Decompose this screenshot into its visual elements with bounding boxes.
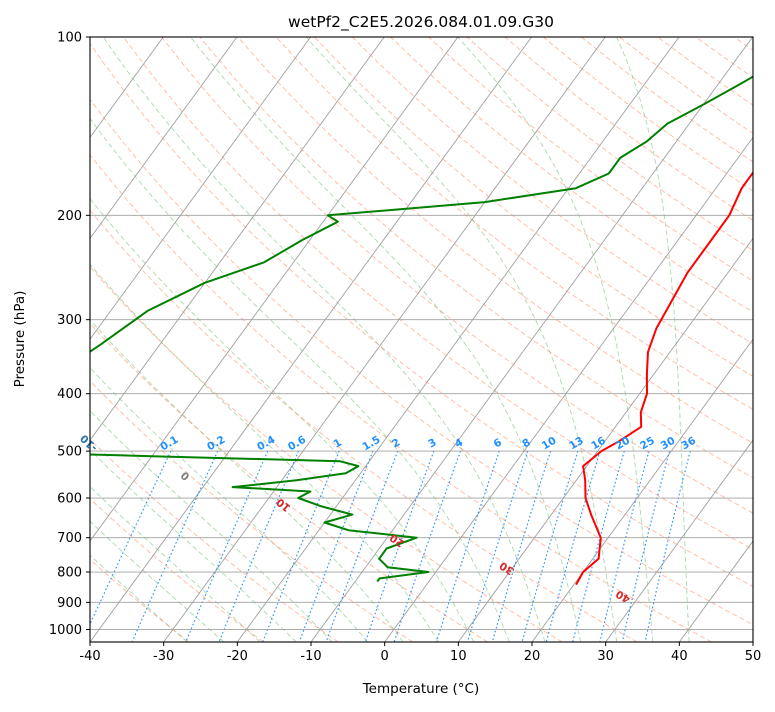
x-tick-label: -30 bbox=[153, 649, 174, 664]
x-tick-label: 30 bbox=[597, 649, 614, 664]
x-tick-label: -20 bbox=[227, 649, 248, 664]
x-tick-label: -40 bbox=[79, 649, 100, 664]
chart-title: wetPf2_C2E5.2026.084.01.09.G30 bbox=[288, 13, 554, 32]
x-tick-label: -10 bbox=[300, 649, 321, 664]
x-tick-label: 0 bbox=[381, 649, 389, 664]
y-tick-label: 100 bbox=[57, 31, 82, 46]
plot-background bbox=[90, 37, 753, 642]
y-tick-label: 1000 bbox=[49, 623, 82, 638]
y-axis-label: Pressure (hPa) bbox=[12, 291, 28, 388]
y-tick-label: 200 bbox=[57, 209, 82, 224]
y-tick-label: 600 bbox=[57, 492, 82, 507]
y-tick-label: 700 bbox=[57, 531, 82, 546]
x-axis-label: Temperature (°C) bbox=[362, 681, 480, 697]
y-tick-label: 800 bbox=[57, 566, 82, 581]
x-tick-label: 50 bbox=[745, 649, 762, 664]
x-tick-label: 10 bbox=[450, 649, 467, 664]
x-tick-label: 40 bbox=[671, 649, 688, 664]
y-tick-label: 400 bbox=[57, 387, 82, 402]
y-tick-label: 500 bbox=[57, 445, 82, 460]
x-tick-label: 20 bbox=[524, 649, 541, 664]
y-tick-label: 300 bbox=[57, 313, 82, 328]
y-tick-label: 900 bbox=[57, 596, 82, 611]
